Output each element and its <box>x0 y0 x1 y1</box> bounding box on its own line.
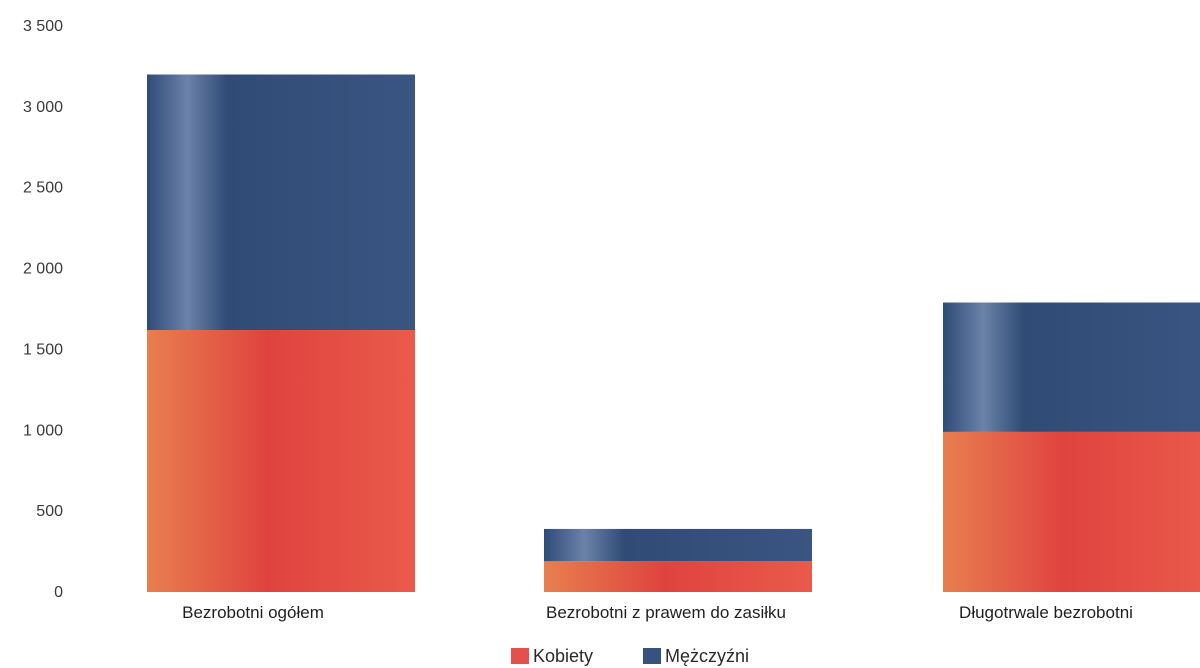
bars <box>147 74 1200 592</box>
x-category-label: Bezrobotni z prawem do zasiłku <box>546 603 786 622</box>
y-tick-label: 0 <box>54 584 63 601</box>
y-tick-label: 3 500 <box>23 18 63 35</box>
y-tick-label: 500 <box>36 503 63 520</box>
y-tick-label: 1 500 <box>23 341 63 358</box>
legend-swatch-mezczyzni <box>643 648 661 664</box>
bar-segment-kobiety <box>544 561 812 592</box>
bar-segment-kobiety <box>147 330 415 592</box>
legend-label-kobiety: Kobiety <box>533 646 593 666</box>
legend-label-mezczyzni: Mężczyźni <box>665 646 749 666</box>
y-tick-label: 3 000 <box>23 99 63 116</box>
y-tick-label: 2 000 <box>23 261 63 278</box>
x-axis: Bezrobotni ogółem Bezrobotni z prawem do … <box>182 603 1133 622</box>
bar-segment-mezczyzni <box>943 302 1200 432</box>
y-axis: 0 500 1 000 1 500 2 000 2 500 3 000 3 500 <box>23 18 63 601</box>
y-tick-label: 1 000 <box>23 422 63 439</box>
bar-segment-mezczyzni <box>544 528 812 562</box>
legend-swatch-kobiety <box>511 648 529 664</box>
x-category-label: Bezrobotni ogółem <box>182 603 324 622</box>
legend: Kobiety Mężczyźni <box>511 646 749 666</box>
bar-segment-mezczyzni <box>147 74 415 331</box>
x-category-label: Długotrwale bezrobotni <box>959 603 1133 622</box>
y-tick-label: 2 500 <box>23 180 63 197</box>
bar-segment-kobiety <box>943 431 1200 592</box>
